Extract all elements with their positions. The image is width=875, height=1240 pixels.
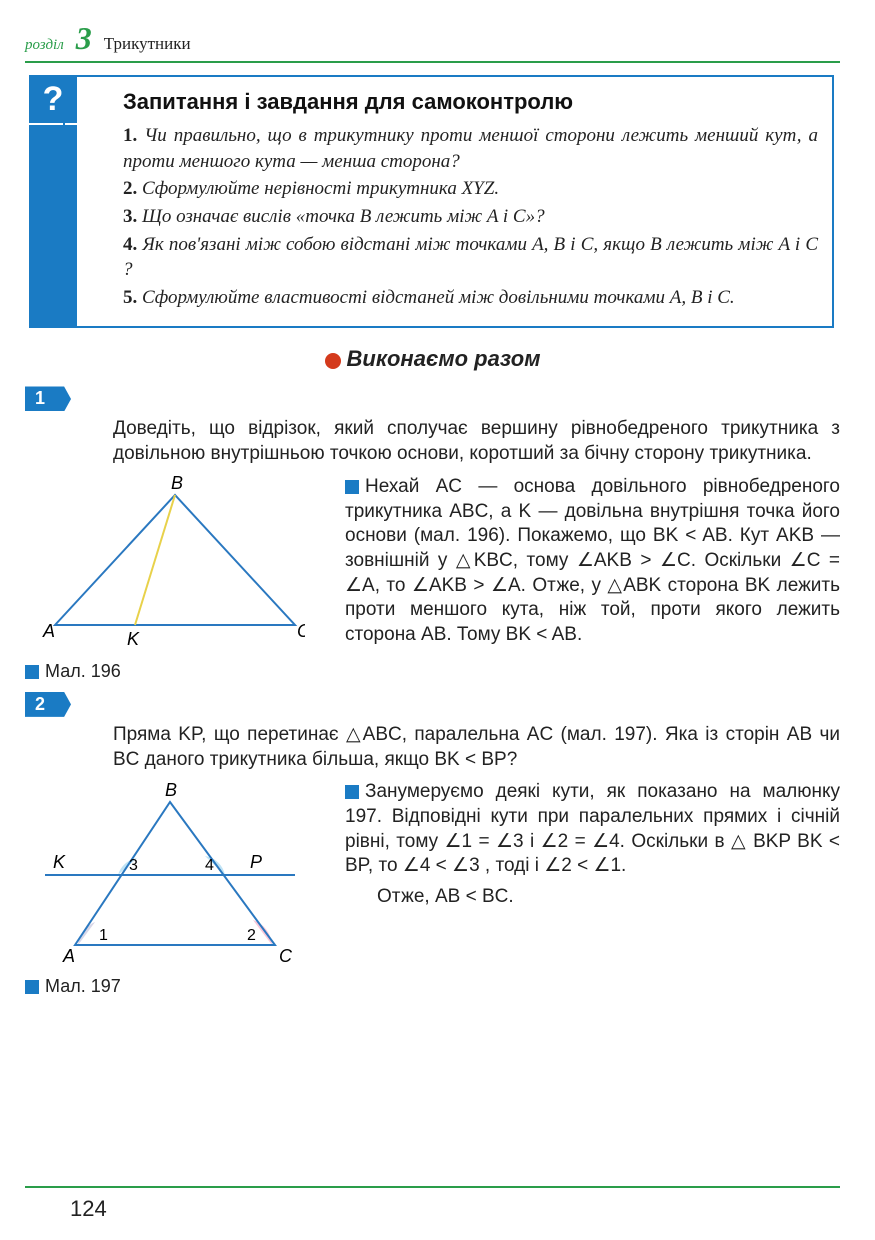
exercise-1-solution: Нехай AC — основа довільного рівнобедрен… [345, 475, 840, 648]
page-number: 124 [70, 1196, 107, 1222]
red-dot-icon [325, 353, 341, 369]
footer-divider [25, 1186, 840, 1188]
chapter-number: 3 [76, 20, 92, 57]
triangle-diagram-197: A B C K P 1 2 3 4 [25, 780, 315, 970]
svg-text:B: B [171, 475, 183, 493]
question-item: 3. Що означає вислів «точка B лежить між… [123, 204, 818, 230]
svg-text:K: K [53, 852, 66, 872]
svg-text:C: C [279, 946, 293, 966]
svg-text:A: A [42, 621, 55, 641]
svg-text:3: 3 [129, 857, 138, 874]
exercise-2: 2 [25, 692, 840, 717]
svg-text:1: 1 [99, 927, 108, 944]
blue-square-icon [25, 980, 39, 994]
exercise-2-solution: Занумеруємо деякі кути, як показано на м… [345, 780, 840, 909]
questions-title: Запитання і завдання для самоконтролю [123, 89, 818, 115]
question-item: 5. Сформулюйте властивості відстаней між… [123, 285, 818, 311]
blue-square-icon [25, 665, 39, 679]
triangle-diagram-196: A B C K [25, 475, 305, 655]
question-mark-badge: ? [29, 75, 77, 123]
questions-sidebar [29, 125, 77, 328]
svg-text:C: C [297, 621, 305, 641]
svg-text:2: 2 [247, 927, 256, 944]
questions-list: 1. Чи правильно, що в трикутнику проти м… [123, 123, 818, 310]
svg-text:B: B [165, 780, 177, 800]
question-item: 1. Чи правильно, що в трикутнику проти м… [123, 123, 818, 174]
chapter-label: розділ [25, 37, 64, 54]
question-item: 4. Як пов'язані між собою відстані між т… [123, 232, 818, 283]
exercise-badge: 1 [25, 386, 71, 411]
exercise-1-prompt: Доведіть, що відрізок, який сполучає вер… [113, 417, 840, 466]
blue-square-icon [345, 785, 359, 799]
svg-text:4: 4 [205, 857, 214, 874]
blue-square-icon [345, 480, 359, 494]
figure-197: A B C K P 1 2 3 4 Мал. 197 [25, 780, 325, 997]
figure-196-caption: Мал. 196 [25, 661, 325, 682]
exercise-1: 1 [25, 386, 840, 411]
exercise-2-prompt: Пряма KP, що перетинає △ABC, паралельна … [113, 723, 840, 772]
question-item: 2. Сформулюйте нерівності трикутника XYZ… [123, 176, 818, 202]
figure-196: A B C K Мал. 196 [25, 475, 325, 682]
exercise-2-content: A B C K P 1 2 3 4 Мал. 197 Занумеруємо д… [25, 780, 840, 997]
exercise-1-content: A B C K Мал. 196 Нехай AC — основа довіл… [25, 475, 840, 682]
figure-197-caption: Мал. 197 [25, 976, 325, 997]
exercise-2-conclusion: Отже, AB < BC. [345, 885, 840, 910]
section-title: Виконаємо разом [25, 346, 840, 372]
chapter-title: Трикутники [104, 34, 191, 54]
svg-text:A: A [62, 946, 75, 966]
questions-box: ? Запитання і завдання для самоконтролю … [63, 75, 834, 328]
svg-text:P: P [250, 852, 262, 872]
page-header: розділ 3 Трикутники [25, 20, 840, 63]
svg-text:K: K [127, 629, 140, 649]
page-container: розділ 3 Трикутники ? Запитання і завдан… [0, 0, 875, 1240]
exercise-badge: 2 [25, 692, 71, 717]
